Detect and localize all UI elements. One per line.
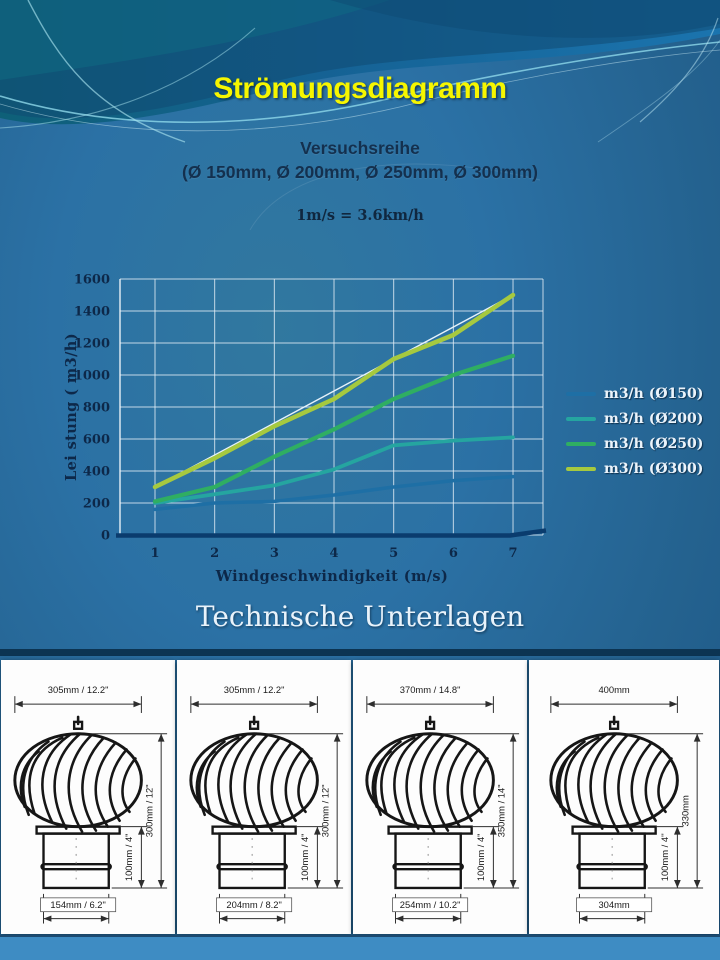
turbine-drawing: 305mm / 12.2" 300mm / 12" 100mm / 4" 154…	[1, 660, 175, 934]
legend-item: m3/h (Ø250)	[566, 431, 716, 456]
trendline	[154, 294, 514, 488]
legend-label: m3/h (Ø250)	[604, 435, 704, 452]
dim-label-total-height: 350mm / 14"	[496, 784, 507, 837]
dim-label-duct-width: 254mm / 10.2"	[400, 899, 461, 910]
turbine-outline	[549, 715, 679, 890]
legend-item: m3/h (Ø200)	[566, 406, 716, 431]
dim-label-total-height: 330mm	[680, 795, 691, 826]
turbine-drawing: 305mm / 12.2" 300mm / 12" 100mm / 4" 204…	[177, 660, 351, 934]
series-line-m3/h (Ø300)	[152, 292, 516, 490]
x-axis-title: Windgeschwindigkeit (m/s)	[215, 568, 448, 585]
legend-label: m3/h (Ø200)	[604, 410, 704, 427]
turbine-outline	[365, 715, 495, 890]
turbine-outline	[13, 715, 143, 890]
legend-label: m3/h (Ø300)	[604, 460, 704, 477]
y-axis-title: Lei stung ( m3/h)	[63, 333, 80, 481]
turbine-ventilator-drawing: 305mm / 12.2" 300mm / 12" 100mm / 4" 204…	[189, 684, 344, 924]
y-tick-label: 600	[83, 433, 110, 448]
dim-label-duct-height: 100mm / 4"	[123, 833, 134, 881]
y-tick-label: 1000	[74, 369, 110, 384]
series-line-m3/h (Ø200)	[153, 435, 515, 505]
series-line-m3/h (Ø250)	[152, 353, 516, 504]
y-tick-label: 1600	[74, 273, 110, 288]
dim-label-top-width: 305mm / 12.2"	[48, 684, 109, 695]
dim-label-top-width: 305mm / 12.2"	[224, 684, 285, 695]
chart-legend: m3/h (Ø150) m3/h (Ø200) m3/h (Ø250) m3/h (Ø…	[566, 381, 716, 481]
legend-swatch-icon	[566, 391, 596, 396]
dimension-lines: 400mm 330mm 100mm / 4'' 304mm	[550, 684, 704, 924]
subtitle-line-1: Versuchsreihe	[300, 138, 420, 158]
turbine-drawing: 370mm / 14.8" 350mm / 14" 100mm / 4" 254…	[353, 660, 527, 934]
x-tick-label: 3	[270, 546, 279, 561]
top-wave-decoration	[0, 0, 720, 230]
legend-item: m3/h (Ø300)	[566, 456, 716, 481]
turbine-ventilator-drawing: 370mm / 14.8" 350mm / 14" 100mm / 4" 254…	[365, 684, 520, 924]
dim-label-duct-width: 204mm / 8.2"	[226, 899, 281, 910]
chart-plot-area: 0 200 400 600 800 1000 1200 1400 1600 1 2 3 4 5 6 7	[74, 273, 547, 561]
x-tick-label: 7	[508, 546, 517, 561]
x-tick-label: 5	[389, 546, 398, 561]
tech-card-200: 305mm / 12.2" 300mm / 12" 100mm / 4" 204…	[177, 660, 351, 934]
legend-swatch-icon	[566, 466, 596, 471]
turbine-ventilator-drawing: 400mm 330mm 100mm / 4'' 304mm	[549, 684, 704, 924]
legend-label: m3/h (Ø150)	[604, 385, 704, 402]
dim-label-duct-width: 154mm / 6.2"	[50, 899, 105, 910]
x-tick-label: 4	[329, 546, 338, 561]
legend-item: m3/h (Ø150)	[566, 381, 716, 406]
dim-label-total-height: 300mm / 12"	[144, 784, 155, 837]
subtitle-line-2: (Ø 150mm, Ø 200mm, Ø 250mm, Ø 300mm)	[182, 162, 538, 182]
y-tick-label: 0	[101, 529, 110, 544]
turbine-outline	[189, 715, 319, 890]
tech-card-150: 305mm / 12.2" 300mm / 12" 100mm / 4" 154…	[1, 660, 175, 934]
divider-strip	[0, 649, 720, 656]
dim-label-duct-height: 100mm / 4"	[475, 833, 486, 881]
legend-swatch-icon	[566, 441, 596, 446]
y-tick-label: 800	[83, 401, 110, 416]
dim-label-top-width: 370mm / 14.8"	[400, 684, 461, 695]
y-tick-label: 200	[83, 497, 110, 512]
conversion-note: 1m/s = 3.6km/h	[296, 207, 424, 224]
y-tick-label: 400	[83, 465, 110, 480]
section-heading: Technische Unterlagen	[195, 600, 525, 633]
dim-label-duct-width: 304mm	[598, 899, 629, 910]
dim-label-top-width: 400mm	[598, 684, 629, 695]
slide-subtitle: Versuchsreihe (Ø 150mm, Ø 200mm, Ø 250mm…	[0, 136, 720, 184]
y-tick-label: 1400	[74, 305, 110, 320]
tech-card-300: 400mm 330mm 100mm / 4'' 304mm	[529, 660, 719, 934]
dim-label-duct-height: 100mm / 4"	[299, 833, 310, 881]
dimension-lines: 305mm / 12.2" 300mm / 12" 100mm / 4" 204…	[190, 684, 344, 924]
x-axis-baseline	[116, 528, 547, 538]
x-tick-label: 1	[150, 546, 159, 561]
x-tick-label: 6	[449, 546, 458, 561]
turbine-ventilator-drawing: 305mm / 12.2" 300mm / 12" 100mm / 4" 154…	[13, 684, 168, 924]
bottom-band	[0, 935, 720, 960]
series-line-m3/h (Ø150)	[153, 474, 515, 512]
turbine-drawing: 400mm 330mm 100mm / 4'' 304mm	[529, 660, 719, 934]
x-tick-label: 2	[210, 546, 219, 561]
dim-label-duct-height: 100mm / 4''	[659, 833, 670, 881]
y-tick-label: 1200	[74, 337, 110, 352]
legend-swatch-icon	[566, 416, 596, 421]
dimension-lines: 305mm / 12.2" 300mm / 12" 100mm / 4" 154…	[14, 684, 168, 924]
dim-label-total-height: 300mm / 12"	[320, 784, 331, 837]
flow-rate-line-chart: Lei stung ( m3/h) Windgeschwindigkeit (m…	[0, 250, 720, 600]
dimension-lines: 370mm / 14.8" 350mm / 14" 100mm / 4" 254…	[366, 684, 520, 924]
slide-title: Strömungsdiagramm	[213, 72, 507, 105]
tech-card-250: 370mm / 14.8" 350mm / 14" 100mm / 4" 254…	[353, 660, 527, 934]
